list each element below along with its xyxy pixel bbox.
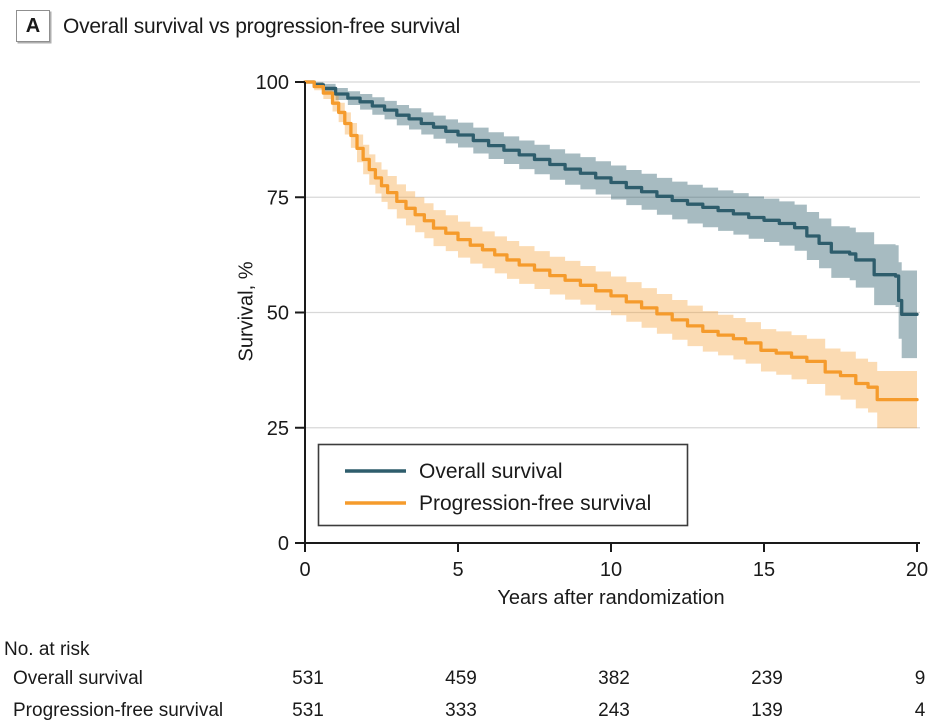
risk-count: 531 — [292, 700, 324, 721]
x-tick-label-5: 5 — [452, 559, 463, 581]
y-axis-title: Survival, % — [235, 261, 258, 362]
tick-labels: 0 25 50 75 100 0 5 10 15 20 — [256, 72, 929, 581]
y-tick-label-50: 50 — [267, 303, 289, 325]
risk-count: 459 — [445, 668, 477, 689]
risk-table-heading: No. at risk — [4, 639, 90, 660]
y-tick-label-100: 100 — [256, 72, 289, 94]
risk-count: 239 — [751, 668, 783, 689]
legend-border — [317, 443, 689, 527]
confidence-bands — [305, 82, 917, 429]
confidence-band-overall-survival — [305, 82, 917, 359]
risk-count: 9 — [914, 668, 926, 689]
risk-row-label-progression-free-survival: Progression-free survival — [13, 700, 224, 721]
risk-count: 531 — [292, 668, 324, 689]
risk-row-label-overall-survival: Overall survival — [13, 668, 143, 689]
gridlines — [305, 81, 920, 429]
y-tick-label-75: 75 — [267, 187, 289, 209]
risk-count: 243 — [598, 700, 630, 721]
x-tick-label-20: 20 — [906, 559, 928, 581]
risk-count: 139 — [751, 700, 783, 721]
x-axis-title: Years after randomization — [497, 587, 725, 609]
x-tick-label-10: 10 — [600, 559, 622, 581]
legend-label-progression-free-survival: Progression-free survival — [419, 492, 651, 515]
risk-count: 333 — [445, 700, 477, 721]
x-tick-label-15: 15 — [753, 559, 775, 581]
risk-count: 4 — [914, 700, 926, 721]
axes — [295, 81, 920, 552]
y-tick-label-0: 0 — [278, 533, 289, 555]
panel-label-badge: A — [16, 10, 50, 42]
risk-count: 382 — [598, 668, 630, 689]
panel-label: A — [25, 14, 41, 37]
legend-label-overall-survival: Overall survival — [419, 460, 563, 483]
curve-overall-survival — [303, 80, 919, 316]
curve-progression-free-survival — [303, 80, 919, 402]
survival-chart: 0 25 50 75 100 0 5 10 15 20 Overall survival Prog… — [256, 72, 929, 581]
figure-title: Overall survival vs progression-free sur… — [63, 15, 461, 38]
y-tick-label-25: 25 — [267, 418, 289, 440]
confidence-band-progression-free-survival — [305, 82, 917, 429]
legend-box: Overall survival Progression-free surviv… — [317, 443, 689, 527]
survival-curves — [303, 80, 919, 402]
x-tick-label-0: 0 — [299, 559, 310, 581]
